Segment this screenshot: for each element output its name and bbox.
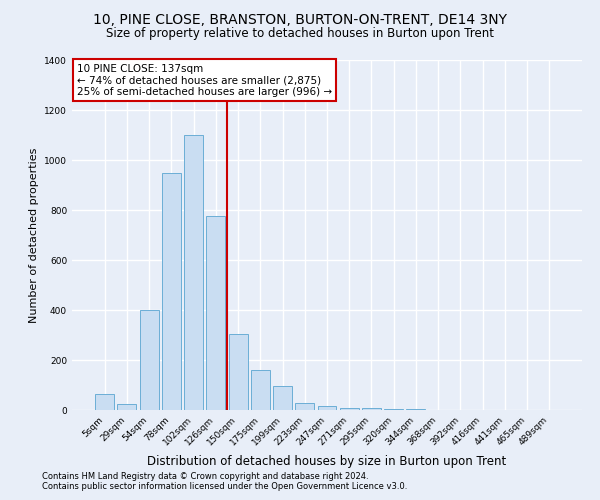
- Bar: [384, 409, 403, 410]
- Bar: [362, 408, 381, 410]
- Bar: [118, 404, 136, 410]
- Bar: [406, 409, 425, 410]
- Bar: [184, 135, 203, 410]
- Bar: [140, 310, 158, 410]
- Bar: [317, 406, 337, 410]
- Text: 10, PINE CLOSE, BRANSTON, BURTON-ON-TRENT, DE14 3NY: 10, PINE CLOSE, BRANSTON, BURTON-ON-TREN…: [93, 12, 507, 26]
- Text: Contains public sector information licensed under the Open Government Licence v3: Contains public sector information licen…: [42, 482, 407, 491]
- Bar: [251, 370, 270, 410]
- Bar: [295, 402, 314, 410]
- Bar: [206, 216, 225, 410]
- Bar: [340, 408, 359, 410]
- Bar: [229, 334, 248, 410]
- Text: Size of property relative to detached houses in Burton upon Trent: Size of property relative to detached ho…: [106, 28, 494, 40]
- Bar: [95, 394, 114, 410]
- Bar: [273, 386, 292, 410]
- Text: 10 PINE CLOSE: 137sqm
← 74% of detached houses are smaller (2,875)
25% of semi-d: 10 PINE CLOSE: 137sqm ← 74% of detached …: [77, 64, 332, 96]
- Y-axis label: Number of detached properties: Number of detached properties: [29, 148, 38, 322]
- X-axis label: Distribution of detached houses by size in Burton upon Trent: Distribution of detached houses by size …: [148, 456, 506, 468]
- Text: Contains HM Land Registry data © Crown copyright and database right 2024.: Contains HM Land Registry data © Crown c…: [42, 472, 368, 481]
- Bar: [162, 172, 181, 410]
